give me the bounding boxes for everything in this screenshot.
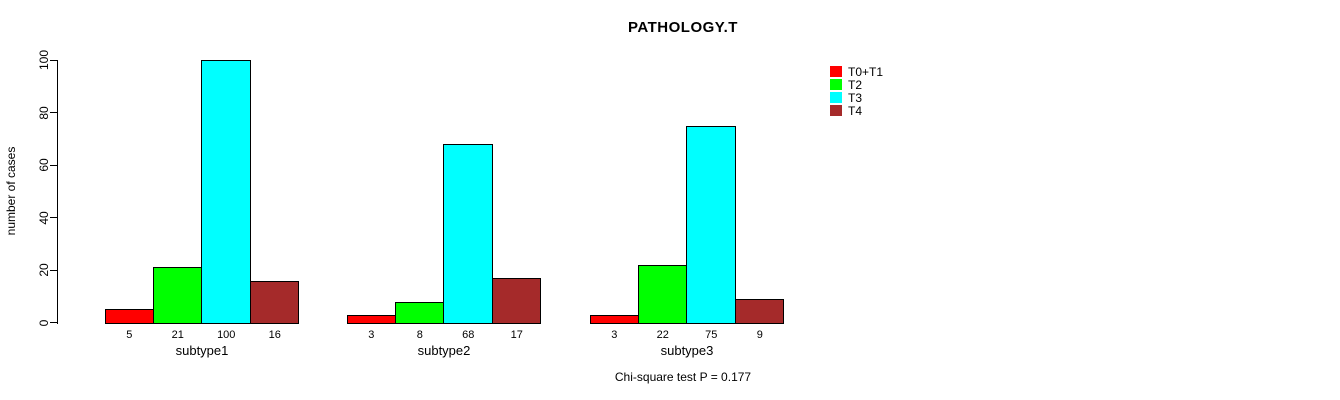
y-tick xyxy=(50,112,57,113)
bar-T0+T1-subtype3 xyxy=(590,314,639,324)
y-tick-label: 20 xyxy=(37,263,51,277)
legend-label: T0+T1 xyxy=(848,64,884,79)
chi-square-annotation: Chi-square test P = 0.177 xyxy=(614,370,752,384)
legend-item-T2: T2 xyxy=(830,77,883,92)
y-tick-label: 40 xyxy=(37,210,51,225)
legend-item-T0+T1: T0+T1 xyxy=(830,64,884,79)
legend: T0+T1 T2 T3 T4 xyxy=(830,64,884,118)
legend-label: T4 xyxy=(848,103,863,118)
bar-T2-subtype3 xyxy=(637,264,687,324)
y-axis-label: number of cases xyxy=(4,146,18,236)
legend-swatch-icon xyxy=(830,66,842,77)
legend-swatch-icon xyxy=(830,79,842,90)
y-tick xyxy=(50,59,57,61)
legend-item-T4: T4 xyxy=(830,103,883,118)
bar-value-label: 16 xyxy=(268,329,281,341)
bar-T2-subtype2 xyxy=(394,301,444,324)
y-tick xyxy=(50,164,57,166)
bar-value-label: 22 xyxy=(656,329,669,341)
category-label-subtype2: subtype2 xyxy=(417,343,471,358)
bar-value-label: 75 xyxy=(705,329,718,341)
y-tick-label: 80 xyxy=(37,105,51,120)
bar-value-label: 3 xyxy=(611,329,618,341)
bar-T4-subtype3 xyxy=(734,298,784,324)
bar-value-label: 5 xyxy=(126,329,133,341)
bar-value-label: 9 xyxy=(756,329,763,341)
bar-value-label: 17 xyxy=(510,329,523,341)
bar-T4-subtype1 xyxy=(249,280,299,324)
bar-T3-subtype2 xyxy=(443,144,493,324)
legend-label: T2 xyxy=(848,77,863,92)
category-label-subtype1: subtype1 xyxy=(175,343,229,358)
y-tick-label: 60 xyxy=(37,158,51,172)
category-label-subtype3: subtype3 xyxy=(660,343,714,358)
bar-T0+T1-subtype1 xyxy=(105,309,154,324)
bar-value-label: 100 xyxy=(217,329,236,341)
y-tick-label: 100 xyxy=(37,49,51,71)
chart-title: PATHOLOGY.T xyxy=(628,19,738,36)
legend-swatch-icon xyxy=(830,105,842,116)
y-tick xyxy=(50,322,57,323)
bar-T0+T1-subtype2 xyxy=(347,314,396,324)
legend-label: T3 xyxy=(848,90,863,105)
bar-value-label: 21 xyxy=(171,329,184,341)
bar-T2-subtype1 xyxy=(152,267,202,324)
bar-value-label: 68 xyxy=(462,329,475,341)
bar-value-label: 3 xyxy=(368,329,375,341)
legend-item-T3: T3 xyxy=(830,90,883,105)
bar-value-label: 8 xyxy=(416,329,423,341)
bar-T4-subtype2 xyxy=(491,277,541,324)
y-tick xyxy=(50,269,57,271)
y-tick-label: 0 xyxy=(37,319,51,326)
bar-T3-subtype1 xyxy=(201,60,251,324)
legend-swatch-icon xyxy=(830,92,842,103)
y-tick xyxy=(50,217,57,218)
y-axis-line xyxy=(57,59,58,324)
bar-T3-subtype3 xyxy=(686,125,736,324)
